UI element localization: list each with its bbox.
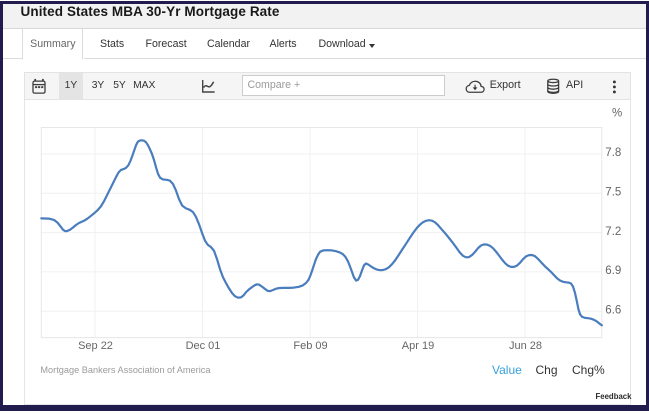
svg-text:Sep 22: Sep 22 [78,340,113,352]
svg-text:Jun 28: Jun 28 [509,340,542,352]
svg-text:Dec 01: Dec 01 [186,340,221,352]
svg-text:6.9: 6.9 [605,265,621,277]
svg-text:%: % [612,108,622,120]
svg-text:Apr 19: Apr 19 [402,340,434,352]
svg-text:6.6: 6.6 [605,305,621,317]
svg-text:Feb 09: Feb 09 [293,340,327,352]
svg-text:7.2: 7.2 [605,226,621,238]
svg-text:7.8: 7.8 [605,147,621,159]
svg-text:7.5: 7.5 [605,187,621,199]
